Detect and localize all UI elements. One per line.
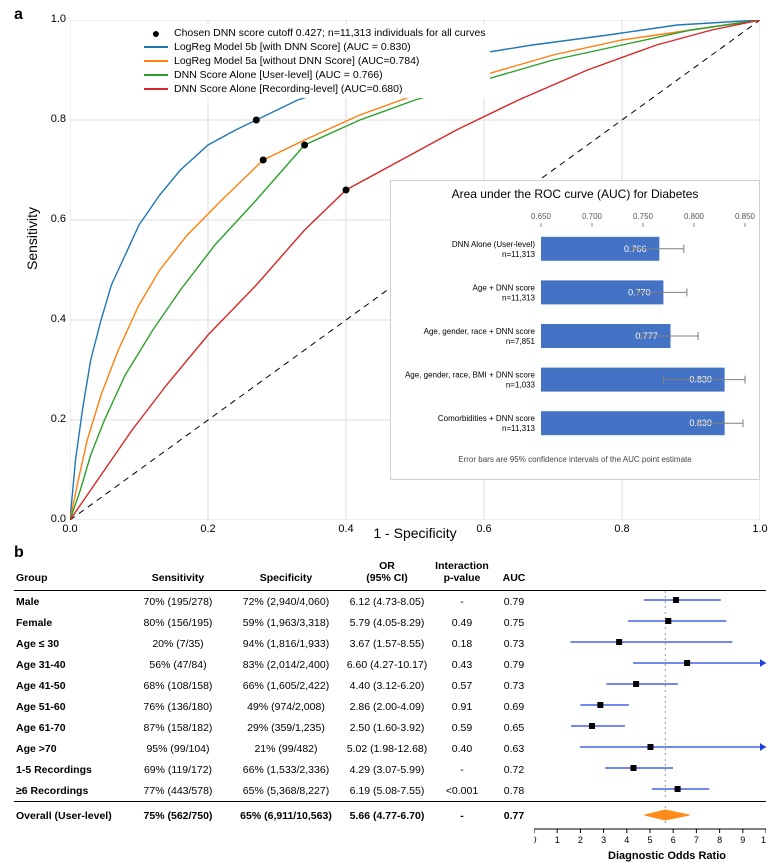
svg-text:n=11,313: n=11,313 [502, 250, 536, 259]
svg-text:0.700: 0.700 [582, 212, 603, 221]
auc-inset-chart: Area under the ROC curve (AUC) for Diabe… [390, 180, 760, 480]
svg-text:0.800: 0.800 [684, 212, 705, 221]
svg-text:7: 7 [694, 835, 699, 845]
roc-xtick: 0.4 [334, 523, 358, 535]
roc-ytick: 1.0 [40, 13, 66, 25]
roc-legend-title: Chosen DNN score cutoff 0.427; n=11,313 … [174, 26, 486, 40]
svg-text:9: 9 [740, 835, 745, 845]
roc-ytick: 0.2 [40, 413, 66, 425]
svg-text:Age + DNN score: Age + DNN score [473, 283, 536, 292]
roc-legend-item-3: DNN Score Alone [Recording-level] (AUC=0… [174, 82, 402, 96]
table-row-overall: Overall (User-level)75% (562/750)65% (6,… [14, 802, 766, 828]
svg-text:1: 1 [555, 835, 560, 845]
roc-x-axis-label: 1 - Specificity [70, 525, 760, 541]
svg-text:Comorbidities + DNN score: Comorbidities + DNN score [438, 414, 536, 423]
roc-y-axis-label: Sensitivity [24, 207, 40, 270]
table-row: Age 41-5068% (108/158)66% (1,605/2,422)4… [14, 675, 766, 696]
auc-inset-footnote: Error bars are 95% confidence intervals … [391, 455, 759, 468]
svg-text:0.750: 0.750 [633, 212, 654, 221]
svg-text:n=11,313: n=11,313 [502, 293, 536, 302]
auc-inset-title: Area under the ROC curve (AUC) for Diabe… [391, 181, 759, 201]
table-row: ≥6 Recordings77% (443/578)65% (5,368/8,2… [14, 780, 766, 802]
roc-ytick: 0.6 [40, 213, 66, 225]
svg-text:6: 6 [671, 835, 676, 845]
table-row: Age ≤ 3020% (7/35)94% (1,816/1,933)3.67 … [14, 633, 766, 654]
roc-legend-item-1: LogReg Model 5a [without DNN Score] (AUC… [174, 54, 419, 68]
svg-text:2: 2 [578, 835, 583, 845]
svg-text:n=7,851: n=7,851 [506, 337, 536, 346]
figure-root: a Sensitivity 1 - Specificity ● Chosen D… [0, 0, 780, 834]
roc-ytick: 0.4 [40, 313, 66, 325]
table-row: Age 61-7087% (158/182)29% (359/1,235)2.5… [14, 717, 766, 738]
roc-legend: ● Chosen DNN score cutoff 0.427; n=11,31… [140, 24, 490, 98]
svg-text:0: 0 [534, 835, 537, 845]
roc-xtick: 0.6 [472, 523, 496, 535]
col-sens: Sensitivity [128, 558, 228, 591]
col-auc: AUC [494, 558, 534, 591]
col-group: Group [14, 558, 128, 591]
svg-text:3: 3 [601, 835, 606, 845]
svg-text:5: 5 [647, 835, 652, 845]
col-or: OR(95% CI) [344, 558, 430, 591]
svg-text:DNN Alone (User-level): DNN Alone (User-level) [452, 240, 535, 249]
forest-axis-label: Diagnostic Odds Ratio [14, 848, 766, 862]
col-p: Interactionp-value [430, 558, 494, 591]
panel-b: Group Sensitivity Specificity OR(95% CI)… [14, 558, 766, 818]
col-spec: Specificity [228, 558, 344, 591]
svg-text:0.850: 0.850 [735, 212, 756, 221]
svg-text:Age, gender, race, BMI + DNN s: Age, gender, race, BMI + DNN score [405, 371, 536, 380]
svg-text:n=1,033: n=1,033 [506, 381, 536, 390]
table-row: Age 51-6076% (136/180)49% (974/2,008)2.8… [14, 696, 766, 717]
svg-text:Age, gender, race + DNN score: Age, gender, race + DNN score [424, 327, 536, 336]
subgroup-table: Group Sensitivity Specificity OR(95% CI)… [14, 558, 766, 848]
roc-ytick: 0.8 [40, 113, 66, 125]
svg-text:8: 8 [717, 835, 722, 845]
table-row: Age >7095% (99/104)21% (99/482)5.02 (1.9… [14, 738, 766, 759]
roc-xtick: 1.0 [748, 523, 772, 535]
table-row: Male70% (195/278)72% (2,940/4,060)6.12 (… [14, 591, 766, 613]
svg-text:0.650: 0.650 [531, 212, 552, 221]
table-row: 1-5 Recordings69% (119/172)66% (1,533/2,… [14, 759, 766, 780]
svg-text:10: 10 [761, 835, 766, 845]
table-row: Female80% (156/195)59% (1,963/3,318)5.79… [14, 612, 766, 633]
panel-a-label: a [14, 6, 23, 24]
forest-axis-ticks: 0 1 2 3 4 5 6 7 8 9 10 [14, 827, 766, 848]
col-forest [534, 558, 766, 591]
roc-legend-item-0: LogReg Model 5b [with DNN Score] (AUC = … [174, 40, 411, 54]
roc-xtick: 0.2 [196, 523, 220, 535]
svg-text:n=11,313: n=11,313 [502, 424, 536, 433]
roc-legend-item-2: DNN Score Alone [User-level] (AUC = 0.76… [174, 68, 383, 82]
table-row: Age 31-4056% (47/84)83% (2,014/2,400)6.6… [14, 654, 766, 675]
roc-ytick: 0.0 [40, 513, 66, 525]
roc-xtick: 0.8 [610, 523, 634, 535]
panel-a: Sensitivity 1 - Specificity ● Chosen DNN… [70, 20, 760, 520]
svg-text:4: 4 [624, 835, 629, 845]
